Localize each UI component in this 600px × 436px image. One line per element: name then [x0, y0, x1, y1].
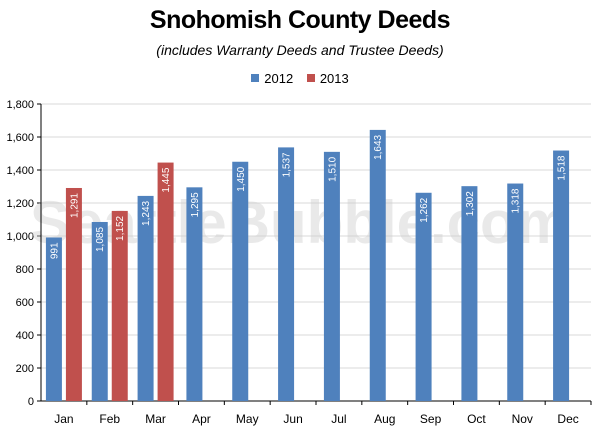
legend-swatch-2013: [306, 74, 315, 82]
y-tick-label: 1,000: [6, 231, 34, 243]
bar-label-2012-may: 1,450: [236, 166, 247, 191]
bar-2013-feb: [111, 210, 128, 401]
bar-2012-sep: [415, 192, 432, 401]
bar-label-2012-nov: 1,318: [511, 188, 522, 213]
bar-2012-nov: [507, 183, 524, 401]
x-tick-label: Jul: [331, 412, 346, 426]
bar-2012-aug: [369, 129, 386, 401]
bar-label-2012-sep: 1,262: [419, 197, 430, 222]
watermark-text: SeattleBubble.com: [30, 189, 570, 256]
y-tick-label: 600: [16, 297, 34, 309]
bar-2012-jul: [323, 151, 340, 401]
x-tick-label: Dec: [557, 412, 578, 426]
bar-label-2013-jan: 1,291: [69, 193, 80, 218]
bar-2012-apr: [186, 187, 203, 401]
bar-2012-dec: [553, 150, 570, 401]
y-tick-label: 1,200: [6, 198, 34, 210]
bar-label-2012-jul: 1,510: [327, 156, 338, 181]
legend-item-2013: 2013: [306, 70, 349, 86]
x-tick-label: Mar: [145, 412, 166, 426]
bar-label-2012-jan: 991: [49, 242, 60, 259]
bar-label-2012-aug: 1,643: [373, 134, 384, 159]
legend-label-2012: 2012: [264, 70, 294, 86]
bar-2012-jan: [45, 237, 62, 401]
bar-label-2012-dec: 1,518: [557, 155, 568, 180]
y-tick-label: 0: [28, 396, 34, 408]
legend-label-2013: 2013: [319, 70, 349, 86]
bar-2013-mar: [157, 162, 174, 401]
x-tick-label: Jan: [54, 412, 73, 426]
y-tick-label: 200: [16, 363, 34, 375]
bar-2012-may: [232, 161, 249, 401]
x-tick-label: Aug: [374, 412, 395, 426]
legend-item-2012: 2012: [251, 71, 293, 86]
bar-2012-oct: [461, 186, 478, 401]
bar-label-2012-apr: 1,295: [190, 192, 201, 217]
legend-swatch-2012: [251, 74, 260, 82]
x-tick-label: Sep: [420, 412, 442, 426]
y-tick-label: 1,600: [6, 132, 34, 144]
bar-label-2012-jun: 1,537: [282, 152, 293, 177]
x-tick-label: Nov: [512, 412, 533, 426]
bar-label-2012-feb: 1,085: [95, 227, 106, 252]
legend: 2012 2013: [0, 70, 600, 86]
chart-subtitle: (includes Warranty Deeds and Trustee Dee…: [156, 42, 444, 58]
y-tick-label: 1,800: [6, 99, 34, 111]
x-tick-label: Feb: [99, 412, 120, 426]
bar-label-2012-oct: 1,302: [465, 191, 476, 216]
y-tick-label: 800: [16, 264, 34, 276]
y-tick-label: 400: [16, 330, 34, 342]
bar-label-2013-feb: 1,152: [115, 215, 126, 240]
bar-2013-jan: [65, 187, 82, 401]
x-tick-label: May: [236, 412, 259, 426]
bar-2012-feb: [91, 221, 108, 401]
y-tick-label: 1,400: [6, 165, 34, 177]
x-tick-label: Jun: [283, 412, 302, 426]
bar-2012-mar: [137, 195, 154, 401]
x-tick-label: Apr: [192, 412, 211, 426]
bar-label-2012-mar: 1,243: [141, 200, 152, 225]
x-tick-label: Oct: [467, 412, 486, 426]
bar-2012-jun: [278, 147, 295, 401]
bar-label-2013-mar: 1,445: [161, 167, 172, 192]
chart-title: Snohomish County Deeds: [149, 6, 451, 34]
